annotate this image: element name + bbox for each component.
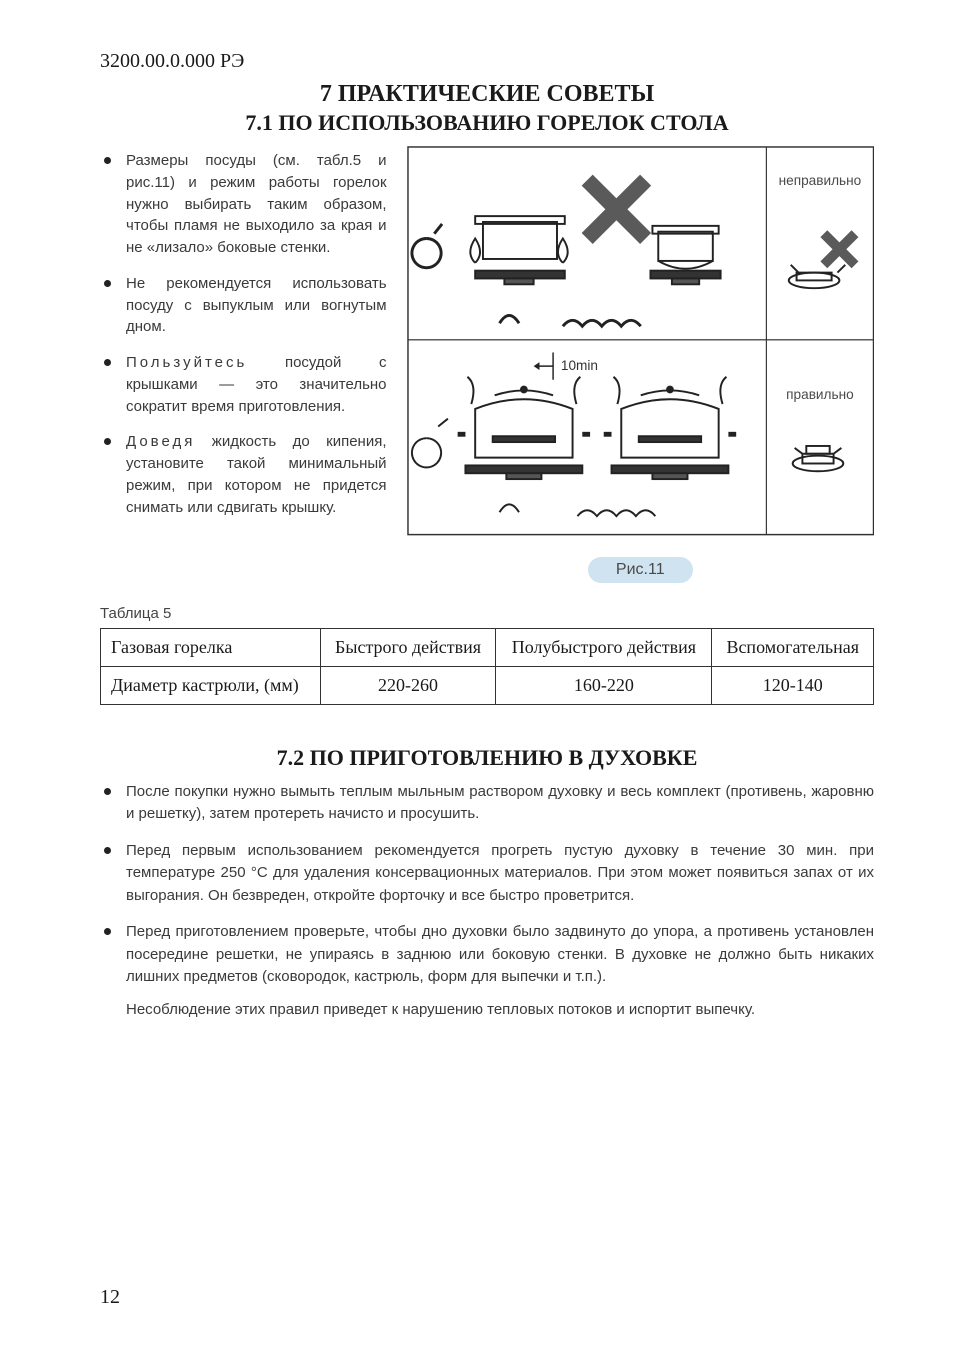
table-cell: 160-220 [496, 666, 712, 704]
section-7-1-body: Размеры посуды (см. табл.5 и рис.11) и р… [100, 146, 874, 583]
table-row: Диаметр кастрюли, (мм)220-260160-220120-… [101, 666, 874, 704]
table-row: Газовая горелкаБыстрого действияПолубыст… [101, 628, 874, 666]
bullet-list: Размеры посуды (см. табл.5 и рис.11) и р… [100, 150, 387, 518]
svg-text:10min: 10min [560, 358, 597, 373]
bullet-list-7-2: После покупки нужно вымыть теплым мыльны… [100, 781, 874, 989]
table-header-cell: Полубыстрого действия [496, 628, 712, 666]
table-cell: 120-140 [712, 666, 874, 704]
table-cell: Диаметр кастрюли, (мм) [101, 666, 321, 704]
table-5-caption: Таблица 5 [100, 605, 874, 622]
list-item: Не рекомендуется использовать посуду с в… [100, 273, 387, 338]
document-page: 3200.00.0.000 РЭ 7 ПРАКТИЧЕСКИЕ СОВЕТЫ 7… [0, 0, 954, 1349]
bullets-7-1: Размеры посуды (см. табл.5 и рис.11) и р… [100, 146, 387, 583]
svg-text:правильно: правильно [786, 387, 854, 402]
list-item: Перед первым использованием рекомендуетс… [100, 840, 874, 908]
svg-text:неправильно: неправильно [778, 173, 861, 188]
list-item: Перед приготовлением проверьте, чтобы дн… [100, 921, 874, 989]
list-item: Размеры посуды (см. табл.5 и рис.11) и р… [100, 150, 387, 259]
figure-caption-label: Рис.11 [588, 557, 693, 583]
table-5: Газовая горелкаБыстрого действияПолубыст… [100, 628, 874, 705]
trailing-paragraph: Несоблюдение этих правил приведет к нару… [100, 999, 874, 1022]
subsection-7-1-title: 7.1 ПО ИСПОЛЬЗОВАНИЮ ГОРЕЛОК СТОЛА [100, 110, 874, 136]
table-header-cell: Вспомогательная [712, 628, 874, 666]
table-header-cell: Газовая горелка [101, 628, 321, 666]
figure-box: неправильно 10min [407, 146, 874, 541]
table-cell: 220-260 [320, 666, 496, 704]
doc-code: 3200.00.0.000 РЭ [100, 50, 874, 73]
figure-11: неправильно 10min [407, 146, 874, 583]
page-number: 12 [100, 1286, 120, 1309]
figure-svg: неправильно 10min [407, 146, 874, 536]
table-header-cell: Быстрого действия [320, 628, 496, 666]
figure-caption: Рис.11 [588, 557, 693, 583]
section-title: 7 ПРАКТИЧЕСКИЕ СОВЕТЫ [100, 81, 874, 108]
list-item: Доведя жидкость до кипения, установите т… [100, 431, 387, 518]
list-item: Пользуйтесь посудой с крышками — это зна… [100, 352, 387, 417]
list-item: После покупки нужно вымыть теплым мыльны… [100, 781, 874, 826]
subsection-7-2-title: 7.2 ПО ПРИГОТОВЛЕНИЮ В ДУХОВКЕ [100, 745, 874, 771]
